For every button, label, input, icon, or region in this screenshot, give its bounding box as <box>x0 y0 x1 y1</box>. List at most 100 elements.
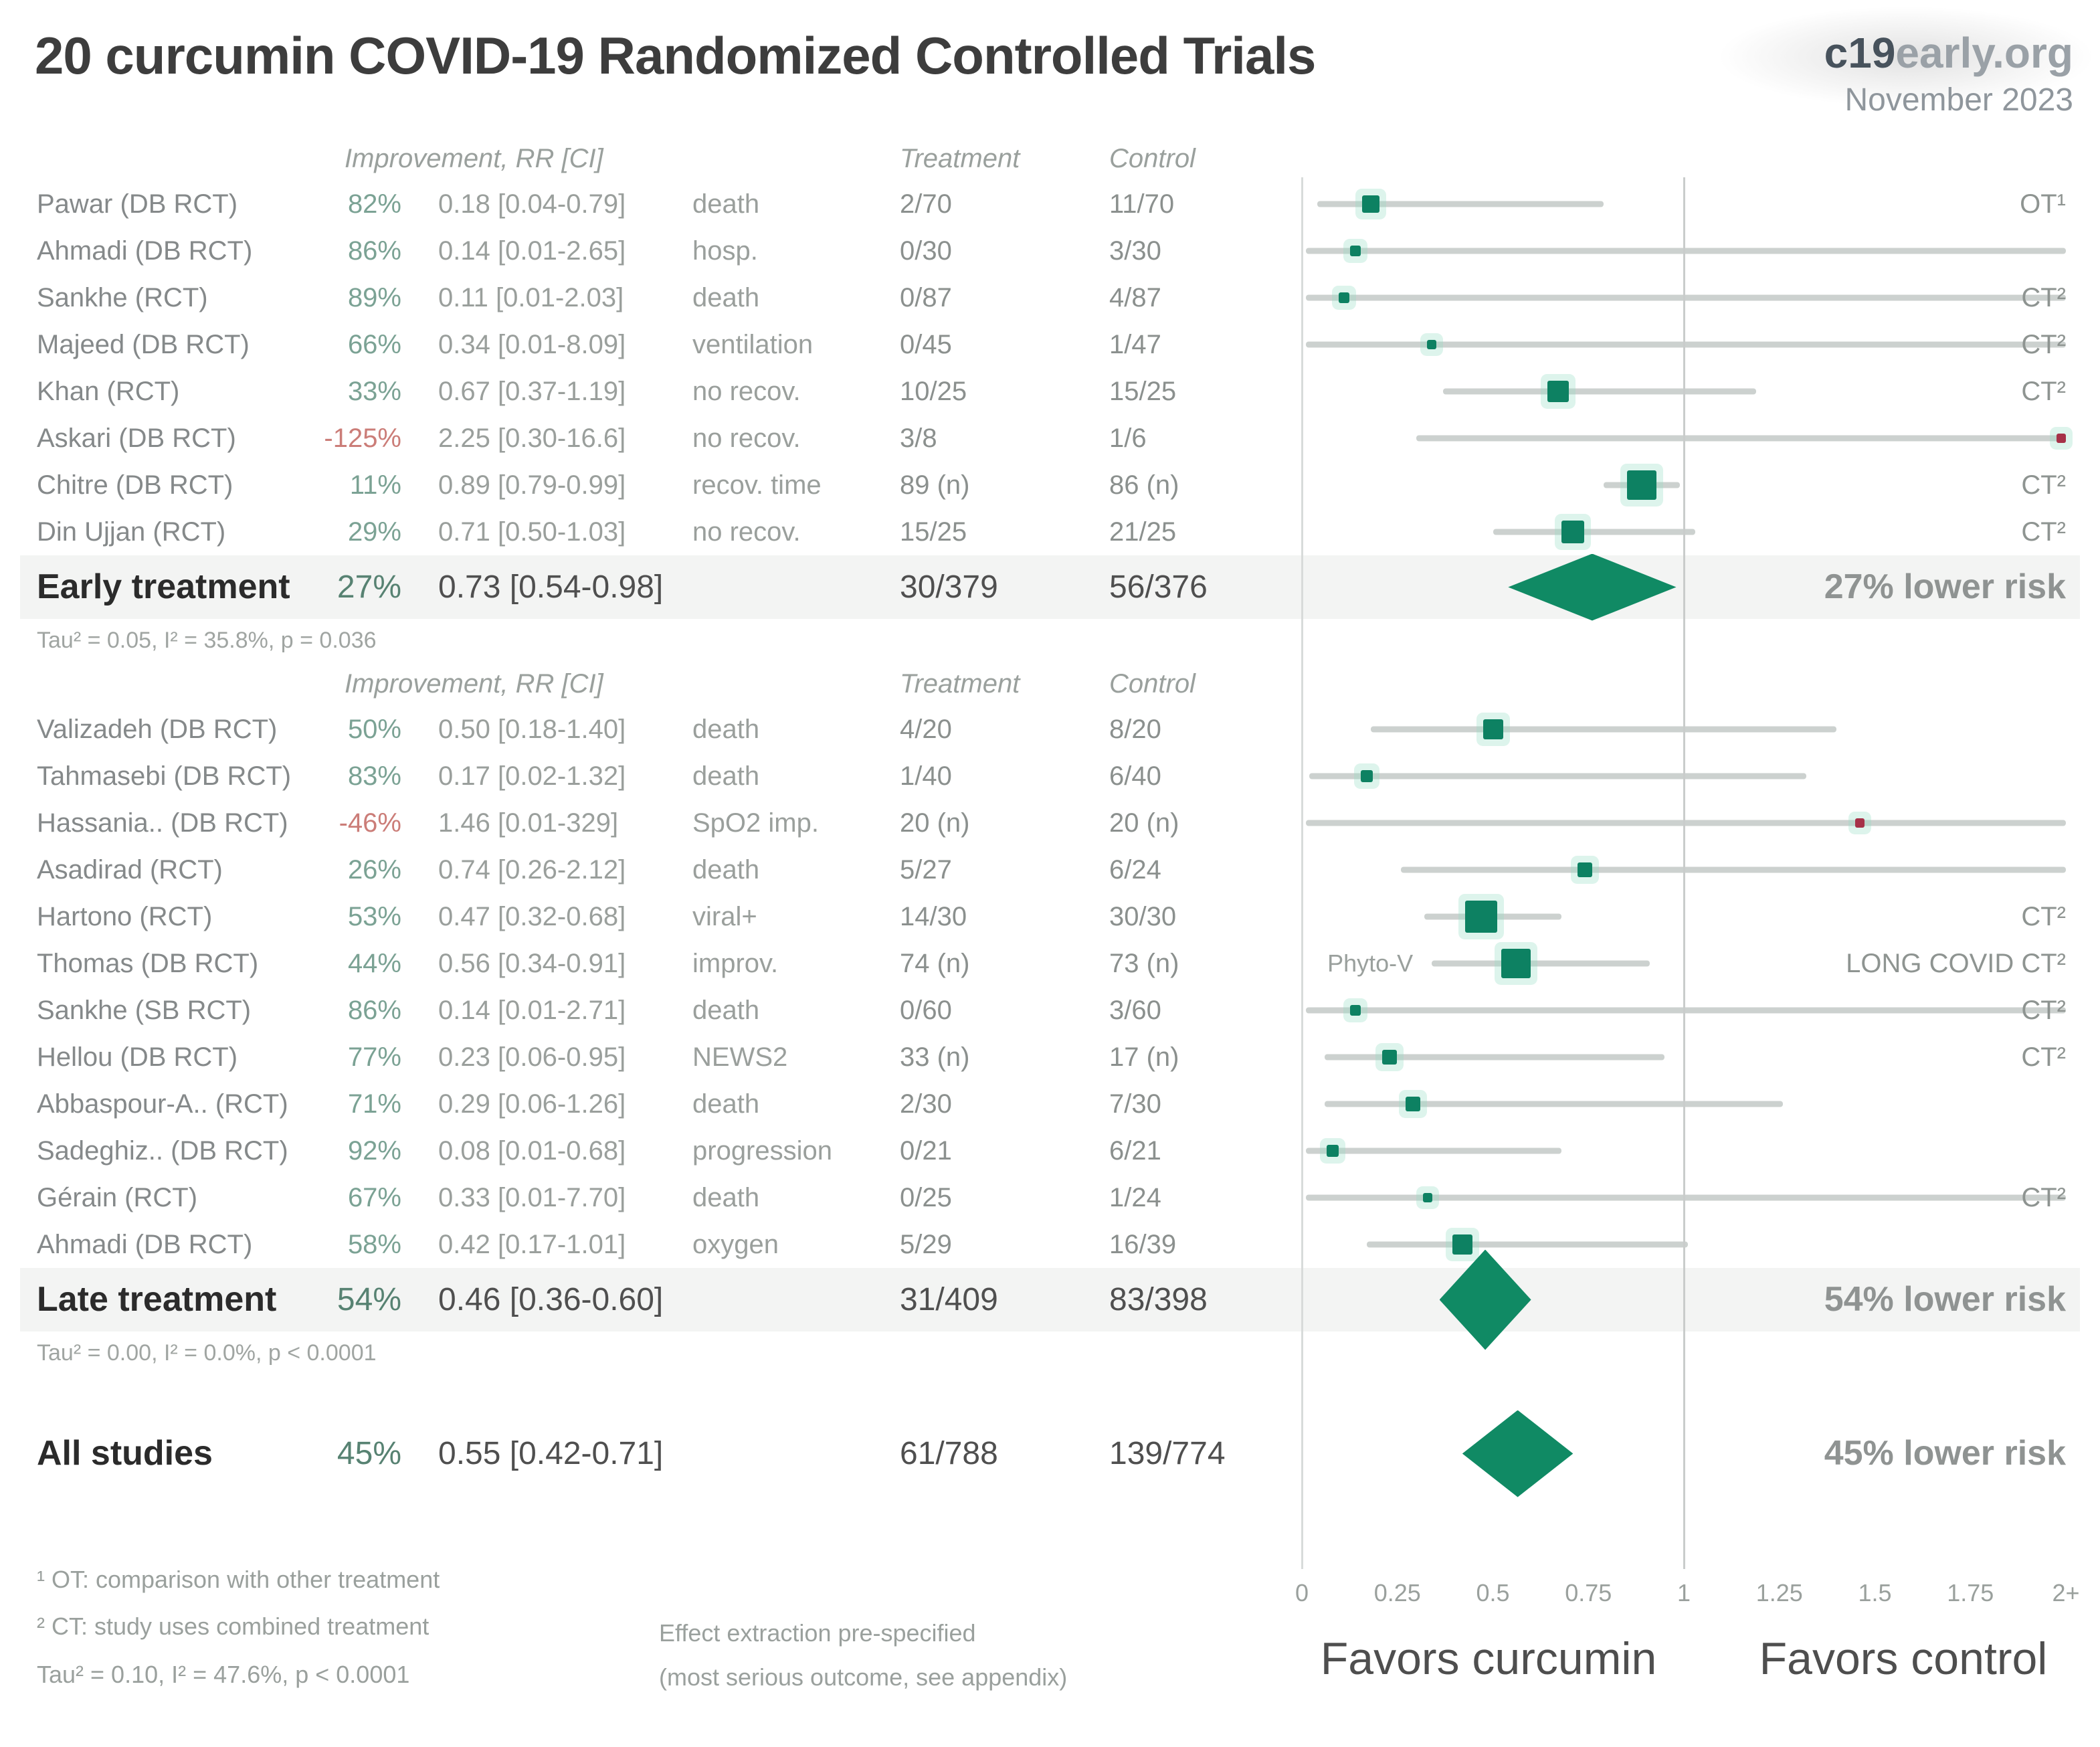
treatment-count: 2/70 <box>900 189 952 219</box>
study-annotation-right: CT² <box>2021 1183 2066 1212</box>
heterogeneity-note: Tau² = 0.00, I² = 0.0%, p < 0.0001 <box>37 1340 377 1366</box>
summary-name: Early treatment <box>37 567 290 606</box>
study-row: Pawar (DB RCT) 82% 0.18 [0.04-0.79] death 2/… <box>0 181 2100 227</box>
treatment-count: 5/29 <box>900 1230 952 1259</box>
study-name: Hellou (DB RCT) <box>37 1042 238 1072</box>
column-header-control: Control <box>1109 144 1196 173</box>
study-row: Sankhe (RCT) 89% 0.11 [0.01-2.03] death 0/87… <box>0 274 2100 321</box>
outcome-label: NEWS2 <box>692 1042 788 1072</box>
improvement-percent: 83% <box>347 761 401 791</box>
improvement-percent: 50% <box>347 715 401 744</box>
study-name: Sankhe (RCT) <box>37 283 208 312</box>
summary-row: Early treatment 27% 0.73 [0.54-0.98] 30/379… <box>0 553 2100 621</box>
relative-risk-ci: 0.17 [0.02-1.32] <box>438 761 626 791</box>
treatment-count: 0/45 <box>900 330 952 359</box>
study-row: Hartono (RCT) 53% 0.47 [0.32-0.68] viral+ 14… <box>0 893 2100 940</box>
confidence-interval-line <box>1305 1007 2066 1014</box>
summary-name: Late treatment <box>37 1280 277 1319</box>
study-annotation-right: CT² <box>2021 1042 2066 1072</box>
relative-risk-ci: 0.56 [0.34-0.91] <box>438 949 626 978</box>
favors-control-label: Favors control <box>1759 1633 2048 1684</box>
plot-row-area <box>1302 415 2066 462</box>
summary-improvement-percent: 27% <box>337 569 401 605</box>
relative-risk-ci: 0.23 [0.06-0.95] <box>438 1042 626 1072</box>
study-annotation-right: CT² <box>2021 517 2066 547</box>
summary-treatment-count: 30/379 <box>900 569 998 605</box>
page-title: 20 curcumin COVID-19 Randomized Controll… <box>35 26 1316 85</box>
effect-point-marker <box>1349 1005 1361 1016</box>
confidence-interval-line <box>1432 960 1650 967</box>
confidence-interval-line <box>1305 820 2066 826</box>
improvement-percent: 67% <box>347 1183 401 1212</box>
all-studies-treatment-count: 61/788 <box>900 1436 998 1471</box>
study-row: Ahmadi (DB RCT) 58% 0.42 [0.17-1.01] oxygen… <box>0 1221 2100 1268</box>
outcome-label: no recov. <box>692 517 801 547</box>
plot-row-area <box>1302 1081 2066 1127</box>
study-row: Valizadeh (DB RCT) 50% 0.50 [0.18-1.40] dea… <box>0 706 2100 753</box>
gridline-zero <box>1301 177 1303 1569</box>
axis-tick-label: 2+ <box>2052 1579 2080 1606</box>
confidence-interval-line <box>1443 388 1757 395</box>
study-name: Khan (RCT) <box>37 377 180 406</box>
outcome-label: death <box>692 996 760 1025</box>
study-annotation-left: Phyto-V <box>1327 949 1414 977</box>
study-name: Chitre (DB RCT) <box>37 470 233 500</box>
control-count: 30/30 <box>1109 902 1177 931</box>
effect-point-marker <box>1338 292 1349 303</box>
study-row: Din Ujjan (RCT) 29% 0.71 [0.50-1.03] no rec… <box>0 509 2100 555</box>
relative-risk-ci: 0.89 [0.79-0.99] <box>438 470 626 500</box>
effect-point-marker <box>1577 862 1592 877</box>
all-studies-control-count: 139/774 <box>1109 1436 1226 1471</box>
study-annotation-right: CT² <box>2021 377 2066 406</box>
study-row: Majeed (DB RCT) 66% 0.34 [0.01-8.09] ventil… <box>0 321 2100 368</box>
control-count: 1/24 <box>1109 1183 1161 1212</box>
column-header-treatment: Treatment <box>900 669 1020 699</box>
study-row: Sadeghiz.. (DB RCT) 92% 0.08 [0.01-0.68] pr… <box>0 1127 2100 1174</box>
confidence-interval-line <box>1305 341 2066 348</box>
control-count: 6/24 <box>1109 855 1161 885</box>
favors-curcumin-label: Favors curcumin <box>1320 1633 1657 1684</box>
study-row: Ahmadi (DB RCT) 86% 0.14 [0.01-2.65] hosp. 0… <box>0 227 2100 274</box>
summary-row-band <box>20 1268 2080 1331</box>
confidence-interval-line <box>1493 529 1696 535</box>
effect-point-marker <box>1361 770 1373 782</box>
plot-row-area <box>1302 846 2066 893</box>
plot-row-area: LONG COVID CT² Phyto-V <box>1302 940 2066 987</box>
control-count: 6/40 <box>1109 761 1161 791</box>
column-header-row: Improvement, RR [CI] Treatment Control <box>0 137 2100 181</box>
study-name: Din Ujjan (RCT) <box>37 517 226 547</box>
axis-tick-label: 1.25 <box>1755 1579 1803 1606</box>
plot-row-area: OT¹ <box>1302 181 2066 227</box>
gridline-one <box>1683 177 1685 1569</box>
plot-row-area: CT² <box>1302 368 2066 415</box>
control-count: 20 (n) <box>1109 808 1179 838</box>
study-annotation-right: CT² <box>2021 902 2066 931</box>
footnote-tau-all: Tau² = 0.10, I² = 47.6%, p < 0.0001 <box>37 1661 410 1688</box>
relative-risk-ci: 0.34 [0.01-8.09] <box>438 330 626 359</box>
improvement-percent: 44% <box>347 949 401 978</box>
study-name: Hartono (RCT) <box>37 902 213 931</box>
summary-risk-label: 54% lower risk <box>1824 1280 2066 1319</box>
study-name: Asadirad (RCT) <box>37 855 223 885</box>
study-name: Tahmasebi (DB RCT) <box>37 761 292 791</box>
outcome-label: death <box>692 715 760 744</box>
all-studies-improvement-percent: 45% <box>337 1436 401 1471</box>
summary-row: Late treatment 54% 0.46 [0.36-0.60] 31/409 8… <box>0 1249 2100 1350</box>
effect-point-marker <box>1361 195 1379 213</box>
summary-relative-risk-ci: 0.46 [0.36-0.60] <box>438 1282 664 1317</box>
improvement-percent: 86% <box>347 996 401 1025</box>
improvement-percent: 26% <box>347 855 401 885</box>
effect-point-marker <box>1483 719 1503 739</box>
treatment-count: 0/25 <box>900 1183 952 1212</box>
confidence-interval-line <box>1305 1147 1562 1154</box>
summary-control-count: 83/398 <box>1109 1282 1208 1317</box>
column-header-control: Control <box>1109 669 1196 699</box>
summary-risk-label: 27% lower risk <box>1824 567 2066 606</box>
plot-row-area <box>1302 1127 2066 1174</box>
study-annotation-right: OT¹ <box>2020 189 2066 219</box>
improvement-percent: 58% <box>347 1230 401 1259</box>
control-count: 17 (n) <box>1109 1042 1179 1072</box>
study-name: Ahmadi (DB RCT) <box>37 236 253 266</box>
column-header-improvement: Improvement, RR [CI] <box>345 144 603 173</box>
relative-risk-ci: 0.67 [0.37-1.19] <box>438 377 626 406</box>
